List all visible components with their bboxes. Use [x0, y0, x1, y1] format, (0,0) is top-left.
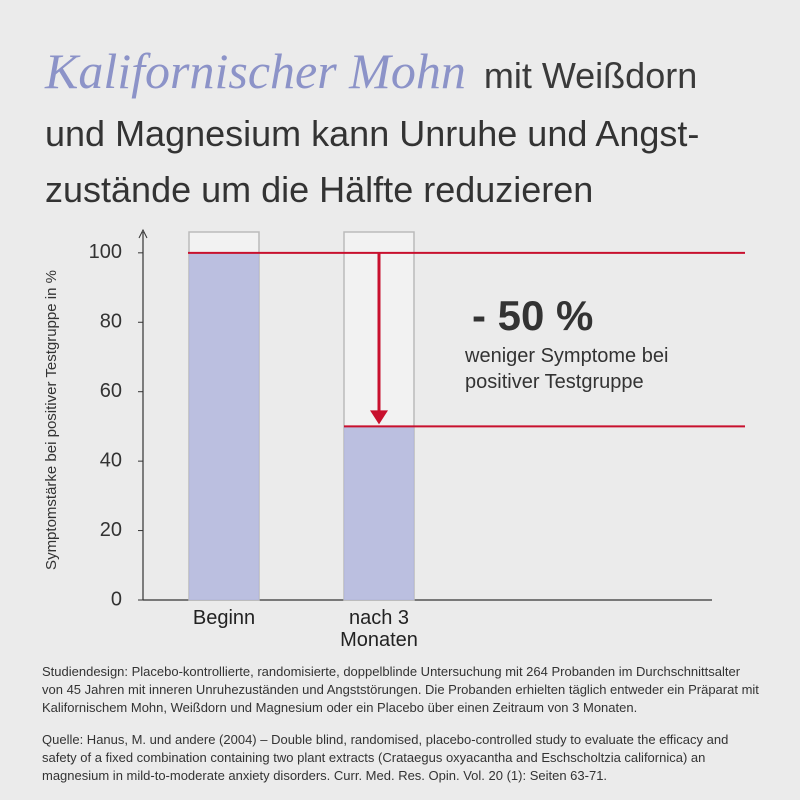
x-tick-label: nach 3 Monaten [340, 607, 418, 651]
title-line: zustände um die Hälfte reduzieren [45, 169, 593, 210]
annotation: - 50 % [472, 292, 593, 339]
y-tick-label: 60 [100, 380, 122, 402]
chart-title: Kalifornischer Mohn mit Weißdorn [44, 43, 697, 99]
y-tick-label: 20 [100, 519, 122, 541]
y-tick-label: 80 [100, 311, 122, 333]
title-line: mit Weißdorn [484, 55, 697, 96]
bar [344, 426, 414, 600]
source: Quelle: Hanus, M. und andere (2004) – Do… [42, 732, 729, 783]
arrow-head [370, 410, 388, 425]
title-line: und Magnesium kann Unruhe und Angst- [45, 113, 699, 154]
x-tick-label: Beginn [192, 607, 256, 629]
title-highlight: Kalifornischer Mohn [44, 43, 466, 99]
y-tick-label: 40 [100, 449, 122, 471]
bar [189, 252, 259, 600]
study-design: Studiendesign: Placebo-kontrollierte, ra… [42, 664, 759, 715]
annotation-text: weniger Symptome bei [464, 345, 668, 367]
axis-arrow [138, 228, 148, 239]
y-tick-label: 100 [89, 241, 122, 263]
y-axis-label: Symptomstärke bei positiver Testgruppe i… [43, 270, 60, 570]
y-tick-label: 0 [111, 588, 122, 610]
annotation-text: positiver Testgruppe [465, 371, 644, 393]
